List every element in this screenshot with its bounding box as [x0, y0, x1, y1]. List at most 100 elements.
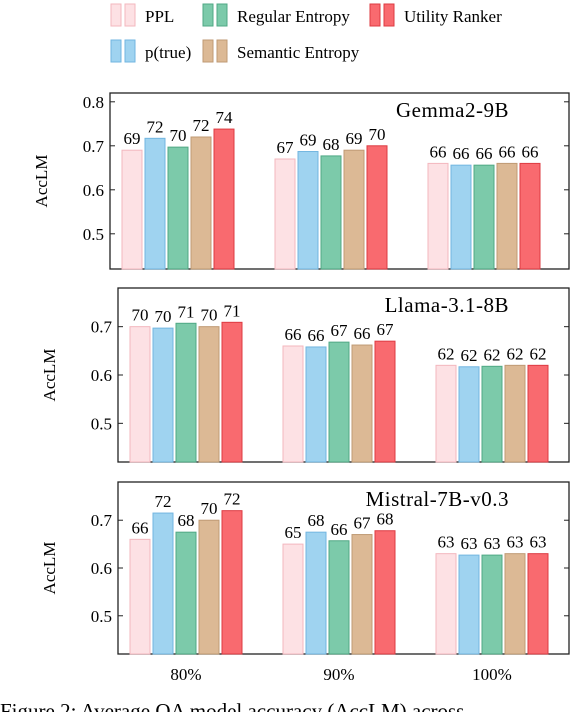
bar-p-true-80 — [152, 512, 174, 655]
x-axis: 80% 90% 100% — [170, 665, 511, 684]
y-tick-label: 0.8 — [83, 93, 104, 112]
bar-regular-entropy-100 — [473, 164, 495, 270]
y-axis-label: AccLM — [32, 155, 51, 208]
bar-regular-entropy-80 — [175, 531, 197, 655]
bar-p-true-90 — [305, 531, 327, 655]
bar-value-label: 68 — [323, 135, 340, 154]
bar-value-label: 63 — [530, 533, 547, 552]
bar-semantic-entropy-90 — [343, 149, 365, 270]
bar-value-label: 72 — [155, 492, 172, 511]
y-tick-label: 0.6 — [91, 366, 112, 385]
y-axis-label: AccLM — [40, 349, 59, 402]
figure-caption: Figure 2: Average QA model accuracy (Acc… — [0, 699, 464, 712]
bar-p-true-90 — [305, 346, 327, 463]
bar-p-true-100 — [450, 164, 472, 270]
bar-value-label: 68 — [308, 511, 325, 530]
legend-swatch — [202, 3, 214, 27]
bar-semantic-entropy-80 — [198, 519, 220, 655]
bar-value-label: 62 — [461, 346, 478, 365]
panel-gemma2-9b: 0.5 0.6 0.7 0.8 AccLM Gemma2-9B 69 72 70 72 74 67 69… — [32, 92, 570, 270]
bar-value-label: 67 — [354, 514, 372, 533]
legend-swatch — [383, 3, 395, 27]
x-tick-label: 90% — [323, 665, 354, 684]
bar-value-label: 66 — [132, 518, 149, 537]
bar-value-label: 70 — [170, 126, 187, 145]
bar-regular-entropy-80 — [167, 146, 189, 270]
bar-value-label: 72 — [224, 490, 241, 509]
y-tick-label: 0.5 — [91, 414, 112, 433]
bar-semantic-entropy-90 — [351, 534, 373, 655]
bar-semantic-entropy-100 — [504, 553, 526, 655]
bar-semantic-entropy-100 — [504, 364, 526, 463]
legend-label: PPL — [145, 7, 174, 26]
y-tick-label: 0.7 — [91, 318, 113, 337]
bar-value-label: 67 — [277, 138, 295, 157]
bar-ppl-100 — [427, 162, 449, 270]
legend-swatch — [216, 39, 228, 63]
legend-swatch — [110, 39, 122, 63]
bar-value-label: 66 — [354, 324, 371, 343]
bar-ppl-100 — [435, 364, 457, 463]
bar-ppl-90 — [282, 345, 304, 463]
x-tick-label: 100% — [472, 665, 512, 684]
legend-label: p(true) — [145, 43, 191, 62]
bar-value-label: 66 — [522, 142, 539, 161]
bar-utility-ranker-90 — [366, 145, 388, 270]
bar-value-label: 62 — [507, 344, 524, 363]
bar-utility-ranker-100 — [527, 364, 549, 463]
bar-value-label: 65 — [285, 523, 302, 542]
legend-label: Utility Ranker — [404, 7, 502, 26]
bar-value-label: 66 — [430, 142, 447, 161]
bar-regular-entropy-90 — [328, 341, 350, 463]
panel-mistral-7b-v0-3: 0.5 0.6 0.7 AccLM Mistral-7B-v0.3 66 72 68 70 72 6… — [40, 481, 570, 655]
y-tick-label: 0.5 — [83, 225, 104, 244]
bar-value-label: 67 — [377, 320, 395, 339]
legend-item-utility-ranker: Utility Ranker — [369, 3, 502, 27]
bar-p-true-80 — [152, 327, 174, 463]
y-tick-label: 0.6 — [83, 181, 104, 200]
bar-utility-ranker-80 — [221, 321, 243, 463]
legend-swatch — [124, 3, 136, 27]
bar-semantic-entropy-80 — [198, 326, 220, 463]
panel-llama-3-1-8b: 0.5 0.6 0.7 AccLM Llama-3.1-8B 70 70 71 70 71 66 66… — [40, 287, 570, 463]
bar-ppl-90 — [274, 158, 296, 270]
bar-utility-ranker-80 — [221, 510, 243, 655]
bar-value-label: 74 — [216, 108, 234, 127]
bar-value-label: 70 — [201, 306, 218, 325]
bar-value-label: 66 — [285, 325, 302, 344]
panel-title: Mistral-7B-v0.3 — [366, 487, 509, 511]
bar-p-true-100 — [458, 554, 480, 655]
bar-value-label: 66 — [308, 326, 325, 345]
legend: PPL Regular Entropy Utility Ranker p(true) S… — [110, 3, 502, 63]
bar-value-label: 66 — [453, 144, 470, 163]
bar-value-label: 66 — [476, 144, 493, 163]
bar-value-label: 62 — [438, 344, 455, 363]
bar-value-label: 71 — [178, 302, 195, 321]
y-tick-label: 0.7 — [91, 511, 113, 530]
bar-ppl-80 — [129, 538, 151, 655]
y-tick-label: 0.6 — [91, 559, 112, 578]
y-axis-label: AccLM — [40, 542, 59, 595]
bar-p-true-90 — [297, 151, 319, 270]
bar-value-label: 62 — [530, 344, 547, 363]
legend-item-p-true: p(true) — [110, 39, 191, 63]
bar-value-label: 63 — [461, 534, 478, 553]
bar-semantic-entropy-80 — [190, 136, 212, 270]
bar-value-label: 63 — [484, 534, 501, 553]
bar-p-true-100 — [458, 366, 480, 463]
legend-label: Semantic Entropy — [237, 43, 360, 62]
bar-value-label: 70 — [201, 499, 218, 518]
bar-value-label: 69 — [346, 129, 363, 148]
legend-item-semantic-entropy: Semantic Entropy — [202, 39, 360, 63]
bar-value-label: 70 — [369, 125, 386, 144]
bar-semantic-entropy-90 — [351, 344, 373, 463]
legend-swatch — [216, 3, 228, 27]
bar-p-true-80 — [144, 137, 166, 270]
bar-regular-entropy-90 — [320, 155, 342, 270]
bar-value-label: 67 — [331, 321, 349, 340]
bar-utility-ranker-90 — [374, 340, 396, 463]
panel-title: Gemma2-9B — [396, 98, 509, 122]
bar-regular-entropy-80 — [175, 322, 197, 463]
bar-ppl-100 — [435, 553, 457, 655]
